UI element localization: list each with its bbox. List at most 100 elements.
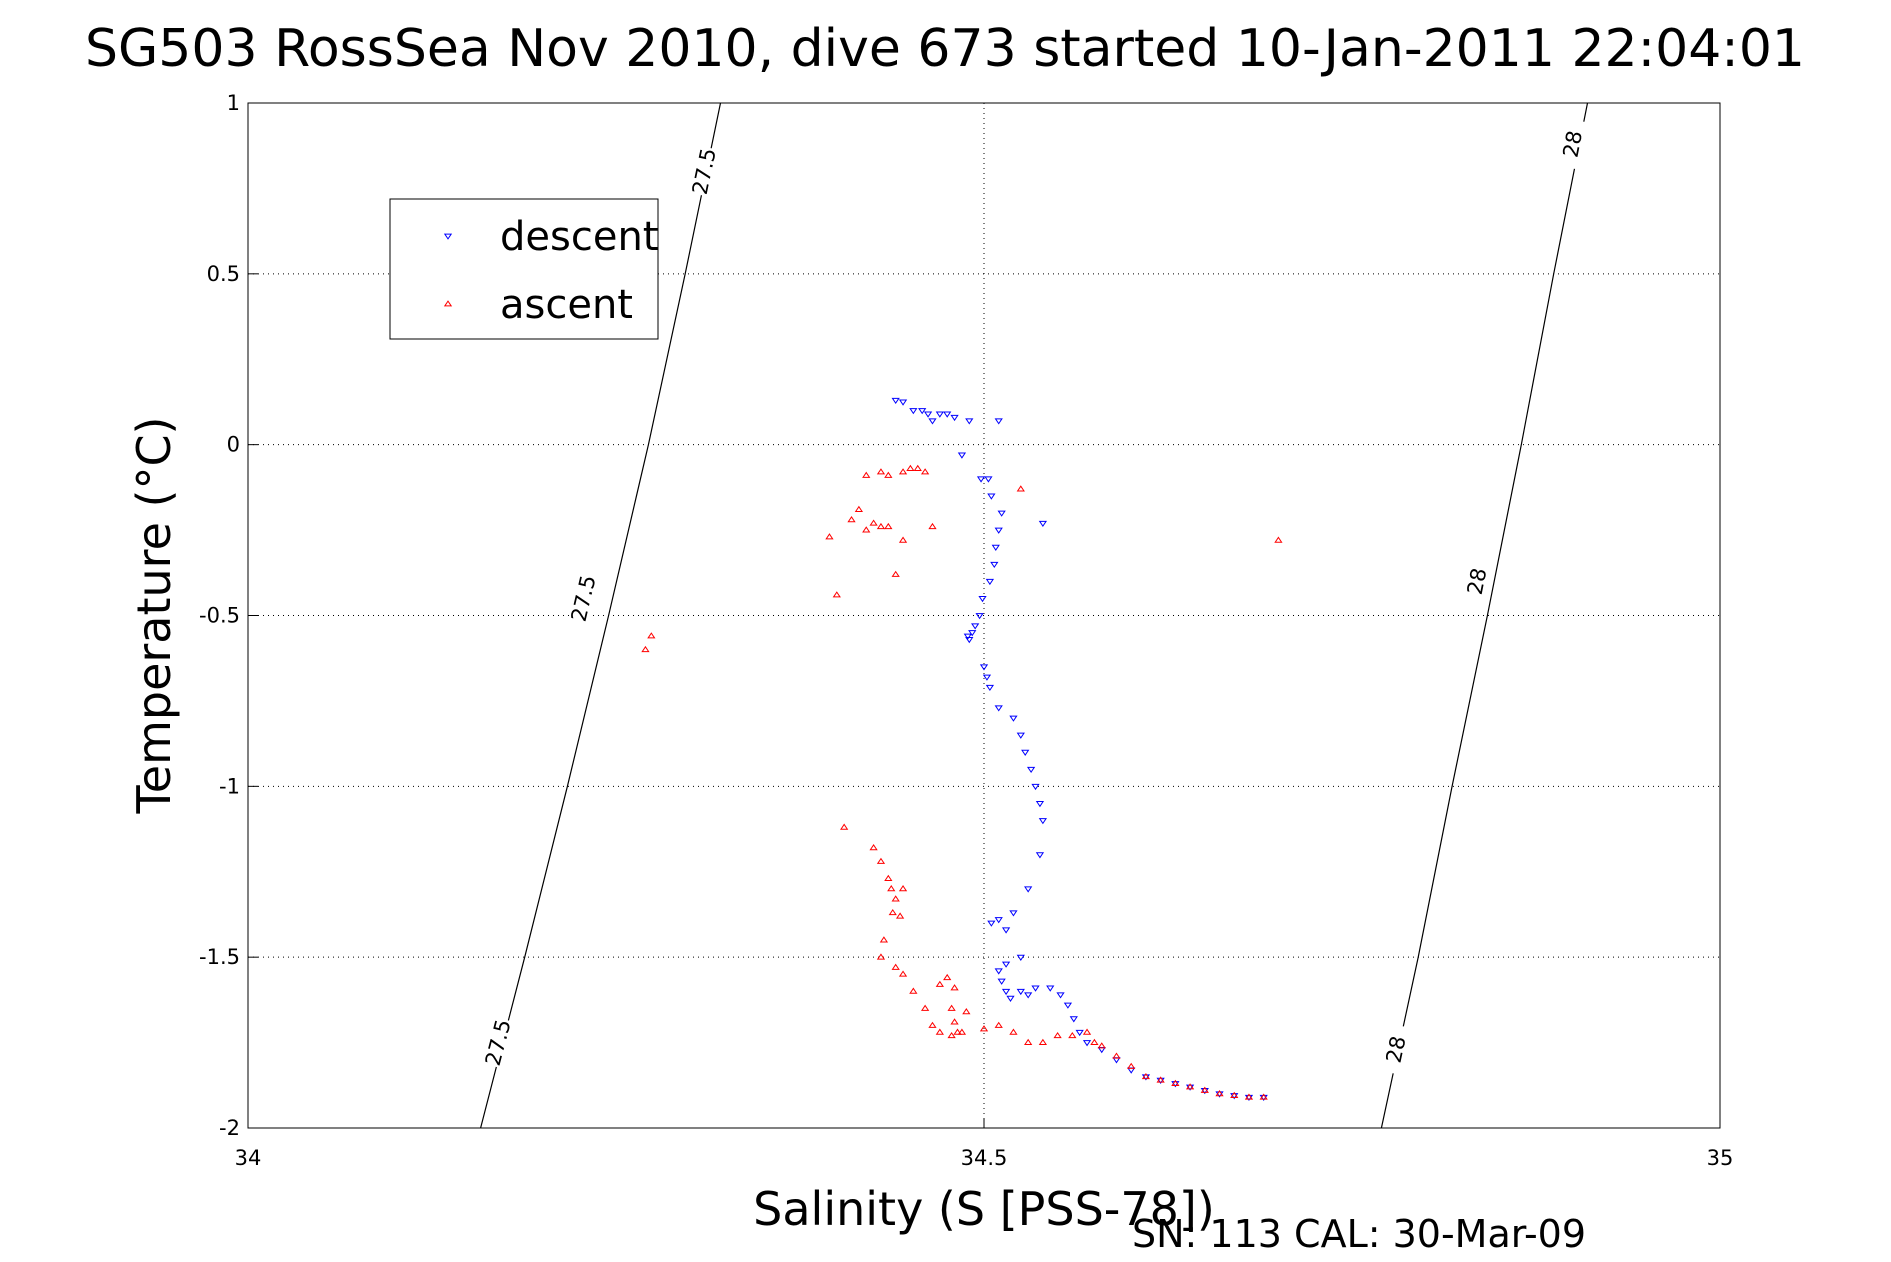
ascent-point [876,468,886,475]
descent-point [1082,1040,1092,1047]
ascent-point [1171,1079,1180,1086]
ascent-point [1244,1093,1254,1100]
descent-point [1035,852,1045,859]
descent-point [898,399,908,406]
contour-line-27.5 [480,102,722,1129]
contour-label-bg [1462,555,1492,607]
ascent-point [887,885,896,892]
descent-point [1001,961,1011,968]
footer-text: SN: 113 CAL: 30-Mar-09 [1132,1212,1586,1256]
descent-point [1001,927,1011,934]
descent-point [990,561,999,569]
chart-title: SG503 RossSea Nov 2010, dive 673 started… [85,19,1805,79]
descent-point [1215,1091,1224,1098]
y-axis-ticks: 1 0.5 0 -0.5 -1 -1.5 -2 [199,91,258,1140]
descent-point [1016,732,1025,739]
descent-point [1056,992,1065,999]
ascent-point [1200,1086,1209,1093]
ascent-point [641,645,650,653]
legend-label-descent: descent [500,214,658,260]
ascent-point [1274,536,1283,543]
x-axis-label: Salinity (S [PSS-78]) [753,1182,1215,1236]
ascent-point [913,464,922,472]
legend: descent ascent [389,198,659,340]
ascent-point [869,519,878,526]
ascent-point [1127,1062,1136,1069]
y-tick-label-1: 0.5 [207,262,240,286]
ascent-point [950,1018,959,1025]
descent-point [1046,985,1055,992]
ascent-point [935,1028,944,1035]
descent-point [976,476,986,483]
descent-point [994,418,1003,425]
descent-point [928,418,937,425]
descent-point [997,978,1006,985]
descent-point [965,418,974,425]
ascent-point [898,468,908,475]
ascent-point [840,823,849,830]
descent-point [1185,1084,1195,1091]
descent-point [1016,954,1025,961]
y-tick-label-2: 0 [227,433,240,457]
descent-point [1038,520,1048,528]
descent-point [1200,1088,1209,1095]
ascent-point [953,1028,962,1035]
descent-point [918,408,927,415]
ascent-point [888,908,897,916]
ascent-point [1082,1028,1092,1035]
ascent-point [928,522,937,530]
ascent-point [979,1025,989,1032]
ascent-point [876,857,886,864]
ascent-point [1090,1038,1099,1045]
ascent-point [1068,1031,1077,1039]
descent-point [987,920,996,927]
descent-point [1069,1016,1078,1023]
contour-label-bg [1558,118,1588,170]
ascent-point [891,570,900,577]
descent-point [985,578,995,586]
contour-label-bg [482,1016,514,1069]
ascent-point [895,912,905,919]
ascent-point [950,984,959,991]
descent-point [891,397,900,405]
ascent-point [935,980,944,987]
contour-label-bg [689,145,719,197]
contour-label-bg [1381,1023,1411,1075]
ascent-point [898,536,908,543]
ascent-point [906,464,915,472]
descent-point [1259,1094,1268,1102]
descent-point [1009,715,1018,722]
legend-label-ascent: ascent [500,282,633,328]
descent-point [987,493,996,500]
ascent-point [928,1021,937,1028]
descent-point [1038,818,1048,825]
descent-point [950,414,959,422]
x-axis-ticks: 34 34.5 35 [235,1118,1733,1170]
descent-point [1230,1093,1239,1100]
ascent-point [1053,1031,1062,1039]
descent-point [1244,1094,1254,1102]
legend-box [389,198,659,340]
descent-point [963,633,972,640]
ascent-point [962,1008,971,1015]
descent-point [1024,886,1033,893]
legend-items: descent ascent [443,214,658,328]
ascent-point [1156,1076,1165,1083]
descent-point [1016,988,1025,996]
ascent-point [862,526,871,533]
y-tick-label-3: -0.5 [199,604,240,628]
descent-point [935,411,944,418]
descent-point [971,623,980,630]
contour-label-27.5-2: 27.5 [688,146,721,197]
descent-point [1171,1081,1180,1088]
ascent-point [947,1004,956,1011]
ascent-point [947,1031,956,1039]
y-tick-label-4: -1 [219,774,240,798]
descent-point [1001,988,1011,996]
descent-point [1006,995,1015,1002]
ascent-point [876,522,886,530]
ascent-point [920,1004,930,1011]
descent-point [994,705,1003,712]
y-tick-label-0: 1 [227,91,240,115]
